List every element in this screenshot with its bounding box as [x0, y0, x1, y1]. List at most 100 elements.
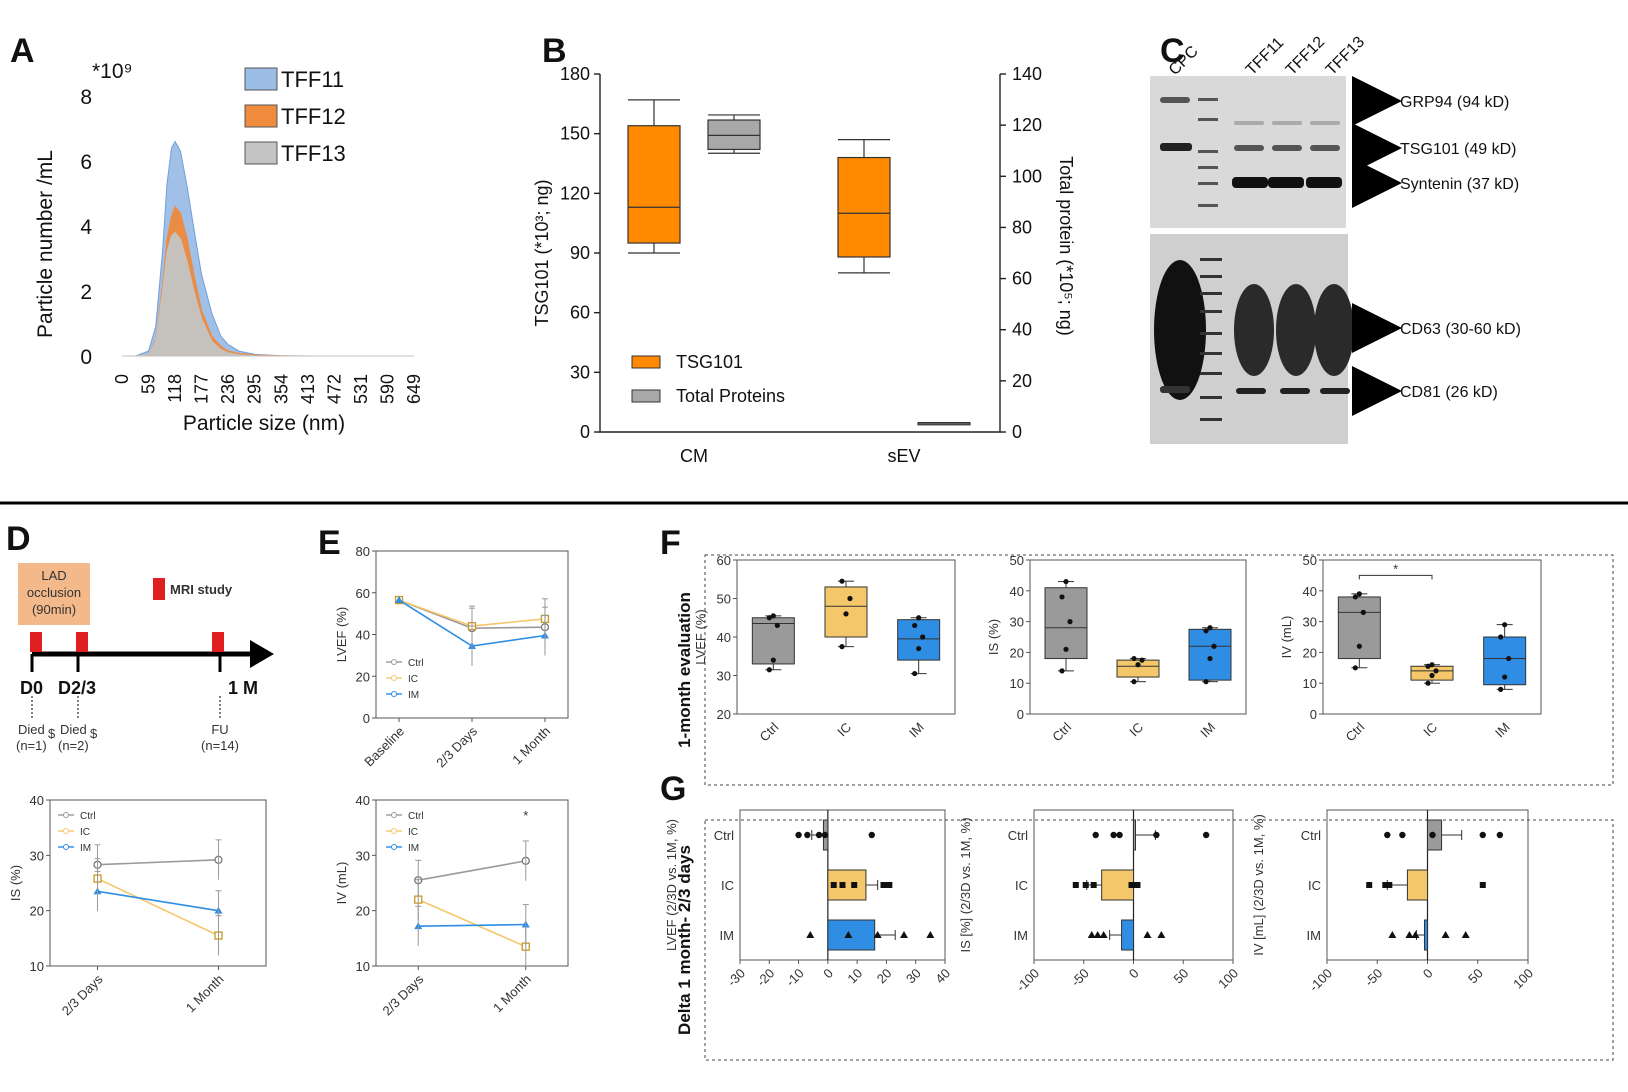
y-tick-label-ic: IC [721, 878, 734, 893]
data-point [1352, 594, 1358, 600]
axes-frame [375, 550, 569, 719]
right-tick-label: 80 [1012, 217, 1032, 237]
data-point [1479, 831, 1486, 839]
data-point [830, 882, 837, 888]
x-tick-label: 1 Month [183, 972, 227, 1016]
ladder-band [1198, 150, 1218, 153]
band-label: Syntenin (37 kD) [1400, 176, 1519, 193]
band-cd63 [1234, 284, 1274, 376]
left-tick-label: 150 [560, 124, 590, 144]
data-point [847, 595, 853, 602]
lad-label: (90min) [32, 602, 76, 617]
mri-legend-label: MRI study [170, 582, 233, 597]
box-ic [1116, 659, 1160, 678]
band-tsg101 [1272, 145, 1302, 151]
chart-g-lvef: -30 -20 -10 0 10 20 30 40 LVEF (2/3D vs. 1M, %) C… [664, 809, 953, 989]
y-tick-label: 20 [1010, 645, 1024, 660]
x-tick-label-ctrl: Ctrl [1049, 719, 1074, 744]
x-tick-label-ic: IC [1420, 720, 1440, 740]
legend-marker [391, 844, 397, 850]
panel-label-d: D [6, 520, 31, 558]
data-point [912, 622, 918, 629]
y-tick-label: 0 [1017, 707, 1024, 722]
legend-marker [63, 812, 69, 818]
y-tick-label: 4 [80, 216, 92, 239]
y-tick-label-ctrl: Ctrl [1008, 828, 1028, 843]
panel-label-a: A [10, 32, 35, 70]
data-point [795, 831, 802, 839]
died-count: (n=2) [58, 738, 89, 753]
data-point [774, 622, 780, 629]
lane-label-tff13: TFF13 [1323, 33, 1368, 78]
data-point [1425, 663, 1431, 669]
died-label: Died [60, 722, 87, 737]
legend-marker [391, 659, 397, 665]
band-cd81 [1280, 388, 1310, 394]
legend-label-tff12: TFF12 [281, 104, 346, 129]
data-point [873, 931, 882, 938]
data-point [1067, 619, 1073, 625]
data-point [1429, 831, 1436, 839]
timepoint-1m: 1 M [228, 678, 258, 698]
data-point [1143, 931, 1152, 938]
legend-label-ctrl: Ctrl [408, 658, 424, 669]
legend-marker [391, 675, 397, 681]
ladder-band [1198, 204, 1218, 207]
y-axis-label: Particle number /mL [34, 150, 57, 338]
band-syntenin [1306, 177, 1342, 188]
data-point [1211, 643, 1217, 649]
panel-label-e: E [318, 524, 341, 562]
left-tick-label: 180 [560, 64, 590, 84]
ladder-band [1198, 182, 1218, 185]
x-tick-label: -100 [1306, 966, 1335, 995]
ladder-band [1198, 118, 1218, 121]
data-point [1157, 931, 1166, 938]
left-tick-label: 60 [570, 303, 590, 323]
timeline-arrowhead [250, 640, 274, 668]
chart-d-timeline: LAD occlusion (90min) MRI study D0 D2/3 1 M Die… [16, 563, 274, 753]
legend-marker [391, 828, 397, 834]
data-point [900, 931, 908, 938]
panel-g-side-label: Delta 1 month- 2/3 days [675, 845, 694, 1035]
data-point [1498, 634, 1504, 640]
y-axis-label: LVEF (2/3D vs. 1M, %) [664, 819, 679, 951]
data-point [1203, 679, 1209, 685]
y-tick-label: 40 [30, 793, 44, 808]
y-tick-label: 8 [80, 86, 92, 109]
y-tick-label: 40 [1303, 584, 1317, 599]
y-tick-label: 40 [356, 628, 370, 643]
x-tick-label: 236 [218, 374, 238, 404]
data-point [1153, 831, 1160, 839]
data-point [1207, 655, 1213, 662]
y-axis-label: IS (%) [986, 619, 1001, 655]
right-tick-label: 100 [1012, 166, 1042, 186]
timepoint-d23: D2/3 [58, 678, 96, 698]
data-point [804, 831, 811, 839]
x-tick-label: 100 [1510, 966, 1536, 992]
legend-label-ic: IC [408, 827, 418, 838]
data-point [1366, 882, 1373, 888]
data-point [1139, 657, 1145, 663]
legend-label-im: IM [408, 690, 419, 701]
y-tick-label: 10 [30, 959, 44, 974]
right-tick-label: 20 [1012, 371, 1032, 391]
y-tick-label: 60 [717, 553, 731, 568]
data-point [1399, 831, 1406, 839]
x-tick-label: 354 [271, 374, 291, 404]
legend-marker [63, 844, 69, 850]
y-tick-label: 30 [356, 848, 370, 863]
left-axis-label: TSG101 (*10³; ng) [532, 179, 552, 326]
data-point [1502, 674, 1508, 680]
x-tick-label: 40 [932, 966, 953, 987]
box-im [897, 619, 941, 661]
data-point [1384, 831, 1391, 839]
data-point [770, 657, 776, 663]
left-tick-label: 0 [580, 422, 590, 442]
box-tsg101-cm [627, 125, 681, 244]
right-tick-label: 120 [1012, 115, 1042, 135]
significance-bracket [1358, 574, 1433, 580]
data-point [1116, 831, 1123, 839]
legend-label-tff11: TFF11 [281, 67, 344, 92]
data-point [1388, 931, 1397, 938]
category-label-sev: sEV [887, 446, 920, 466]
